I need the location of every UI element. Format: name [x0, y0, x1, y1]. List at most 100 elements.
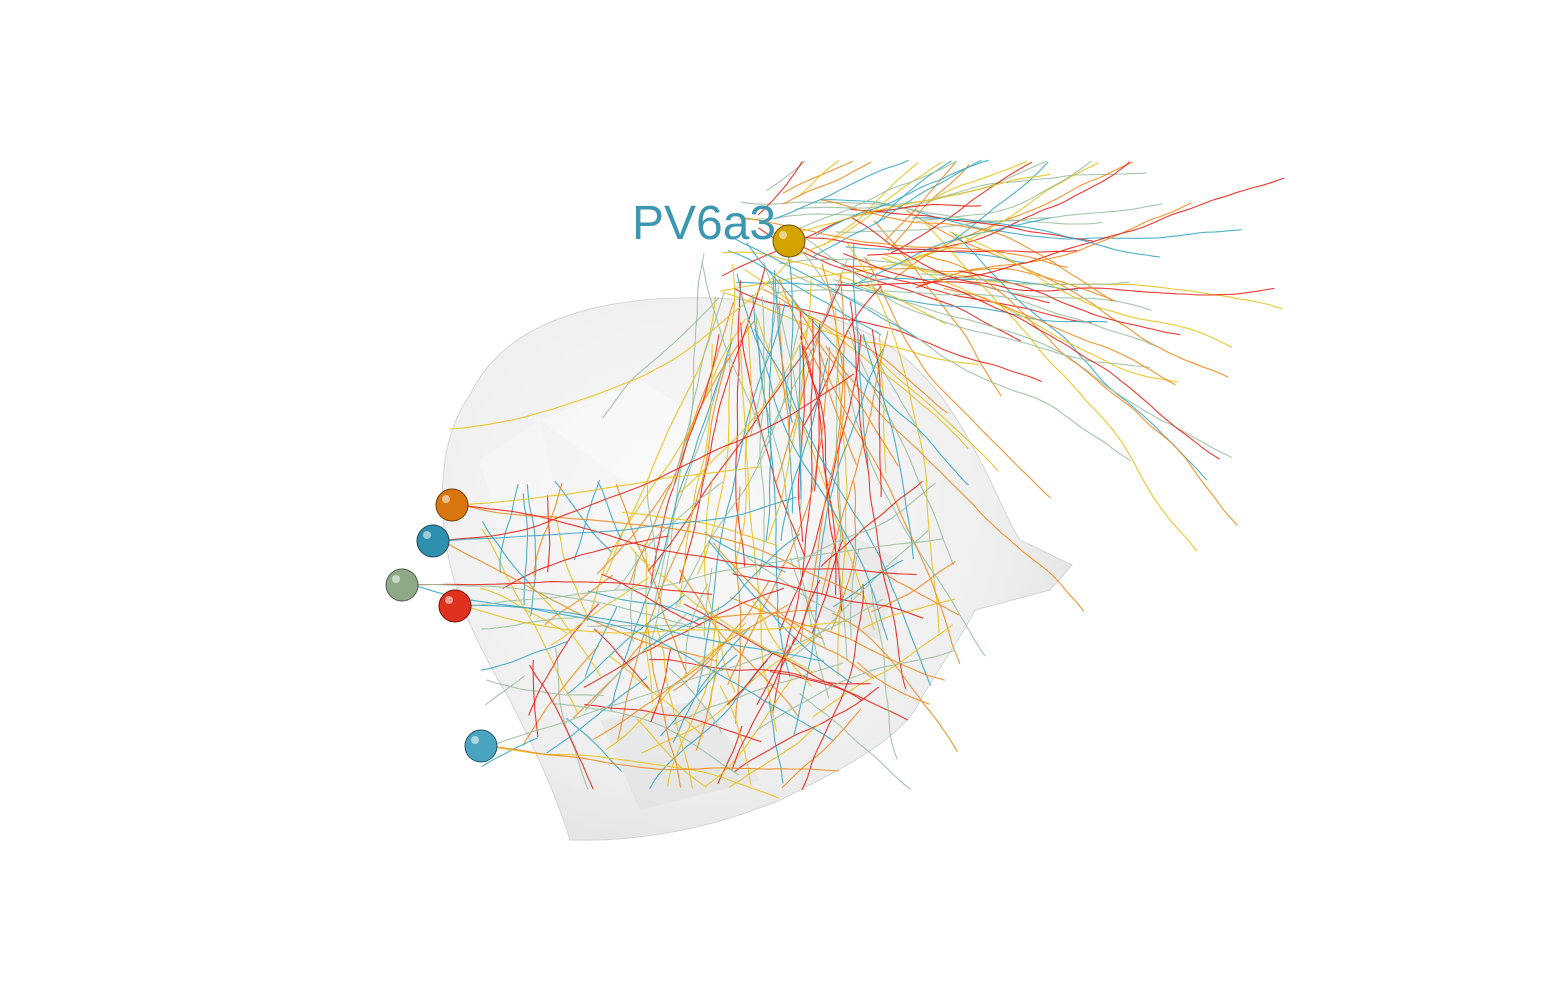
neurite-branch: [464, 604, 825, 662]
neurite-branch: [732, 573, 924, 619]
neurite-branch: [544, 574, 613, 626]
neurite-branch: [850, 208, 1093, 242]
neurite-branch: [798, 173, 1051, 233]
neurite-branch: [867, 249, 1077, 256]
neurite-branch: [481, 737, 538, 768]
neurite-branch: [697, 609, 816, 620]
cell-type-label: PV6a3: [632, 197, 777, 250]
neurite-branch: [650, 334, 720, 584]
neurite-branch: [647, 281, 843, 572]
neurite-branch: [769, 670, 909, 721]
neurite-branch: [528, 582, 602, 677]
neurite-branch: [782, 160, 958, 234]
neurite-branch: [943, 287, 1176, 386]
neurite-branch: [479, 587, 567, 634]
neurite-branch: [411, 584, 834, 742]
neurite-branch: [705, 677, 793, 787]
neurite-branch: [629, 301, 735, 585]
neurite-branch: [565, 717, 623, 772]
neurite-branch: [679, 344, 713, 608]
neurite-branch: [832, 559, 904, 608]
neurite-branch: [532, 659, 539, 737]
neurite-branch: [798, 345, 802, 499]
neurite-branch: [744, 269, 969, 449]
neurite-branch: [601, 573, 702, 626]
neurite-branch: [546, 676, 648, 754]
neurite-branch: [411, 581, 713, 595]
neurite-branch: [740, 348, 778, 732]
neurite-branch: [841, 355, 986, 657]
neurite-branch: [672, 626, 751, 743]
neurite-branch: [789, 557, 827, 650]
neurite-branch: [490, 745, 840, 772]
neurite-branch: [820, 330, 889, 596]
neurite-branch: [736, 273, 889, 641]
neurite-branch: [704, 531, 786, 573]
neurite-branch: [615, 484, 688, 675]
neurite-branch: [811, 159, 982, 259]
neurite-branch: [756, 579, 821, 705]
neurite-branch: [490, 598, 884, 747]
neurite-branch: [875, 356, 999, 472]
soma-sage[interactable]: [385, 568, 419, 602]
neurite-branch: [685, 583, 709, 678]
neurite-branch: [883, 254, 1178, 383]
neurite-branch: [442, 373, 855, 542]
soma-red[interactable]: [438, 589, 472, 623]
neurite-branch: [481, 616, 579, 630]
neurite-branch: [849, 301, 907, 689]
neurite-branch: [879, 569, 960, 616]
neurite-branch: [758, 295, 766, 576]
neurite-branch: [586, 318, 746, 622]
neurite-branch: [797, 311, 805, 543]
neurite-branch: [553, 703, 740, 776]
neurite-branch: [801, 583, 864, 791]
neurite-branch: [796, 482, 937, 562]
neurite-branch: [852, 285, 1108, 323]
neurite-branch: [735, 280, 746, 567]
neurite-branch: [870, 587, 898, 760]
neurite-branch: [704, 480, 736, 693]
neurite-branch: [646, 623, 682, 788]
neurite-branch: [722, 251, 947, 325]
neurite-branch: [486, 679, 604, 696]
neurite-branch: [608, 654, 705, 738]
neurite-branch: [641, 631, 821, 754]
neurite-branch: [587, 590, 710, 622]
neurite-branch: [752, 600, 813, 687]
neurite-branch: [732, 316, 752, 575]
soma-yellow[interactable]: [772, 224, 806, 258]
neurite-branch: [915, 177, 1285, 289]
neurite-branch: [480, 641, 568, 671]
neurite-branch: [734, 288, 1042, 383]
neurite-branch: [528, 664, 594, 790]
neurite-branch: [755, 649, 956, 732]
neurite-branch: [584, 606, 618, 677]
neurite-branch: [781, 708, 862, 789]
neurite-branch: [636, 718, 707, 788]
soma-orange[interactable]: [435, 488, 469, 522]
neurite-branch: [912, 217, 1161, 258]
neurite-branch: [629, 551, 637, 643]
neurite-branch: [812, 624, 953, 718]
neurite-branch: [768, 700, 784, 784]
neurite-branch: [724, 233, 916, 338]
neurite-branch: [780, 357, 829, 541]
soma-lightblue[interactable]: [464, 729, 498, 763]
neurite-branch: [779, 301, 791, 441]
neurite-branch: [719, 685, 752, 786]
neurite-branch: [442, 540, 718, 662]
neurite-branch: [643, 542, 653, 704]
neurite-branch: [920, 273, 1130, 286]
neurite-branch: [800, 335, 843, 612]
neurite-branch: [679, 569, 799, 717]
neurite-branch: [815, 159, 989, 237]
neurite-branch: [765, 276, 775, 542]
neurite-branch: [554, 480, 612, 553]
neurite-branch: [464, 538, 943, 607]
neurite-branch: [464, 605, 847, 634]
neurite-branch: [835, 203, 1163, 233]
neurite-branch: [672, 291, 725, 489]
soma-blue[interactable]: [416, 524, 450, 558]
